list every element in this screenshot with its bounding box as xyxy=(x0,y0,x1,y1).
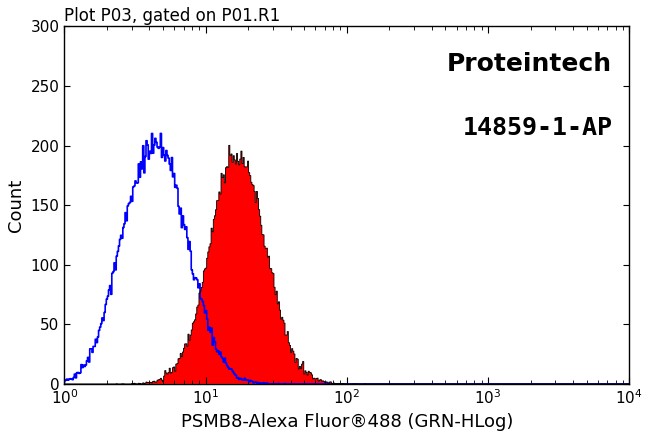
Text: Plot P03, gated on P01.R1: Plot P03, gated on P01.R1 xyxy=(64,7,281,25)
X-axis label: PSMB8-Alexa Fluor®488 (GRN-HLog): PSMB8-Alexa Fluor®488 (GRN-HLog) xyxy=(181,413,513,431)
Text: 14859-1-AP: 14859-1-AP xyxy=(462,116,612,140)
Polygon shape xyxy=(64,145,629,384)
Y-axis label: Count: Count xyxy=(7,179,25,232)
Text: Proteintech: Proteintech xyxy=(447,52,612,75)
